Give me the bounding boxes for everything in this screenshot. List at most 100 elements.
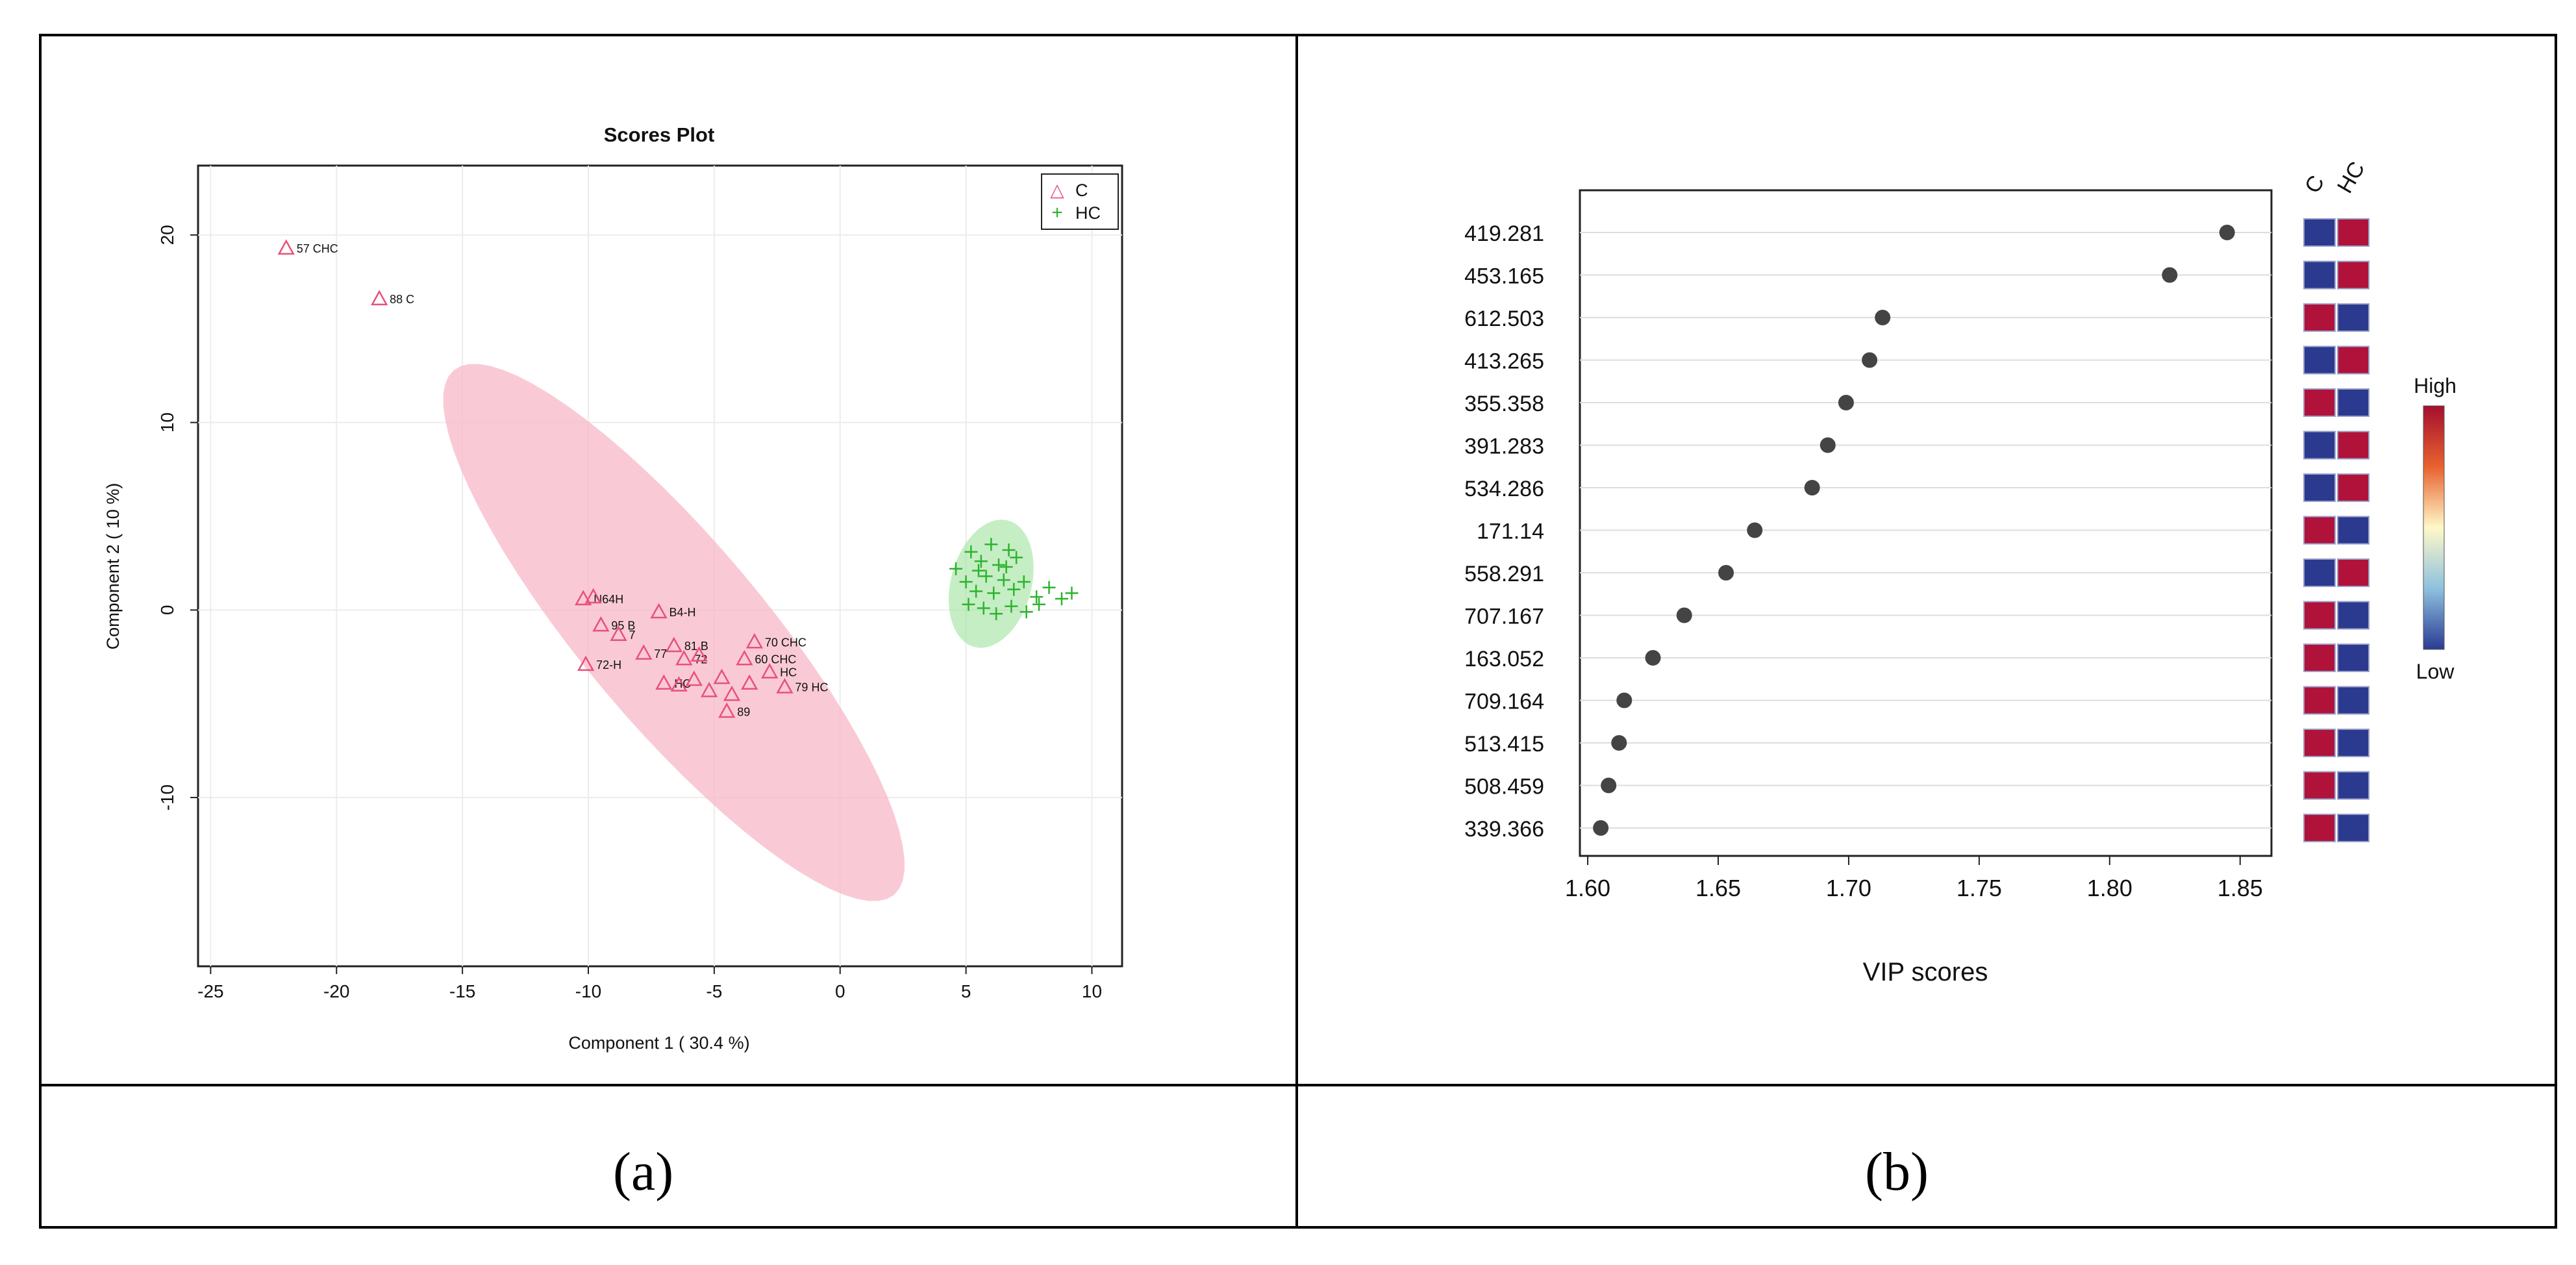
vip-x-tick-label: 1.75 [1957,875,2002,901]
vip-feature-label: 707.167 [1464,605,1544,629]
vip-dot [2162,267,2178,283]
scores-point-c [690,646,708,662]
legend-symbol-hc: + [1051,202,1063,223]
scores-point-hc [949,562,963,575]
scores-point-label: B4-H [669,606,696,619]
heatmap-cell-c [2303,644,2336,672]
vip-feature-label: 163.052 [1464,647,1544,671]
vip-dot [1645,650,1661,666]
scores-point-label: 77 [654,647,667,660]
heatmap-cell-c [2303,431,2336,460]
heatmap-cell-c [2303,473,2336,502]
heatmap-column-label-hc: HC [2332,157,2370,197]
vip-dot [2219,225,2235,240]
scores-point-c [700,681,718,697]
scores-point-hc [992,558,1006,572]
vip-feature-label: 612.503 [1464,307,1544,331]
vip-x-tick-label: 1.65 [1695,875,1741,901]
scores-point-c [718,702,736,718]
color-key-low-label: Low [2416,660,2455,683]
scores-x-tick-label: -25 [197,981,223,1001]
heatmap-cell-c [2303,260,2336,290]
heatmap-cell-c [2303,601,2336,630]
vip-x-tick-label: 1.85 [2218,875,2263,901]
heatmap-cell-c [2303,303,2336,332]
legend-box [1041,173,1119,230]
caption-a: (a) [613,1142,674,1202]
scores-point-hc [984,538,998,551]
scores-x-axis-label: Component 1 ( 30.4 %) [568,1033,749,1053]
scores-point-hc [1055,592,1068,606]
vip-feature-label: 419.281 [1464,221,1544,246]
scores-point-hc [969,584,983,598]
vip-feature-label: 513.415 [1464,732,1544,757]
scores-y-tick-label: 20 [157,225,177,245]
scores-x-tick-label: -15 [449,981,475,1001]
vip-feature-label: 534.286 [1464,477,1544,501]
scores-point-hc [959,575,973,589]
vip-dot [1838,395,1854,410]
heatmap-cell-c [2303,558,2336,587]
heatmap-cell-c [2303,218,2336,247]
vip-feature-label: 508.459 [1464,775,1544,799]
vip-x-axis-label: VIP scores [1863,958,1988,986]
scores-point-label: 89 [737,705,750,718]
vip-dot [1611,735,1627,751]
vip-feature-label: 413.265 [1464,349,1544,374]
scores-point-hc [997,573,1010,587]
vip-x-tick-label: 1.60 [1565,875,1610,901]
vip-x-tick-label: 1.70 [1826,875,1871,901]
vip-feature-label: 453.165 [1464,264,1544,289]
scores-point-c [610,625,627,641]
color-key-gradient-bar [2423,405,2445,650]
scores-point-label: HC [780,666,797,679]
scores-x-tick-label: 0 [835,981,845,1001]
heatmap-cell-c [2303,345,2336,375]
scores-point-hc [1042,581,1056,594]
scores-point-c [635,644,653,660]
scores-point-c [741,674,758,690]
vip-x-tick-label: 1.80 [2087,875,2132,901]
legend-label-c: C [1075,181,1088,200]
scores-point-c [650,603,668,619]
scores-point-hc [1030,590,1044,604]
legend-symbol-c: △ [1050,180,1064,200]
vip-dot [1747,522,1763,538]
scores-point-hc [1005,599,1018,613]
scores-point-hc [962,597,975,611]
vip-feature-label: 171.14 [1477,520,1544,544]
heatmap-cell-hc [2337,345,2370,375]
scores-point-c [713,668,731,684]
scores-point-hc [1032,597,1046,611]
scores-y-tick-label: 10 [157,412,177,432]
vip-dot [1819,437,1836,453]
scores-point-c [277,239,295,255]
scores-point-c [665,636,682,653]
figure-table: (a) (b) [39,34,2557,1229]
scores-point-hc [979,570,993,583]
scores-y-tick-label: 0 [157,605,177,616]
scores-point-c [670,676,688,692]
scores-point-c [575,590,592,606]
scores-point-c [584,588,602,604]
scores-point-c [736,649,753,666]
scores-point-c [761,663,779,679]
scores-y-axis-label: Component 2 ( 10 %) [103,483,123,650]
scores-x-tick-label: 10 [1082,981,1102,1001]
scores-point-hc [1010,551,1023,564]
scores-point-hc [1007,582,1021,596]
heatmap-cell-c [2303,686,2336,715]
scores-point-label: 60 CHC [755,653,796,666]
caption-b: (b) [1865,1142,1929,1202]
scores-ellipse-c [443,364,905,901]
scores-point-c [745,632,764,649]
scores-point-c [723,685,741,701]
heatmap-cell-hc [2337,260,2370,290]
vip-dot [1616,692,1632,708]
heatmap-cell-hc [2337,686,2370,715]
vip-feature-label: 355.358 [1464,392,1544,416]
vip-plot: 419.281 453.165 612.503 413.265 355.358 391.2… [1464,157,2457,986]
scores-point-label: 88 C [390,293,414,306]
